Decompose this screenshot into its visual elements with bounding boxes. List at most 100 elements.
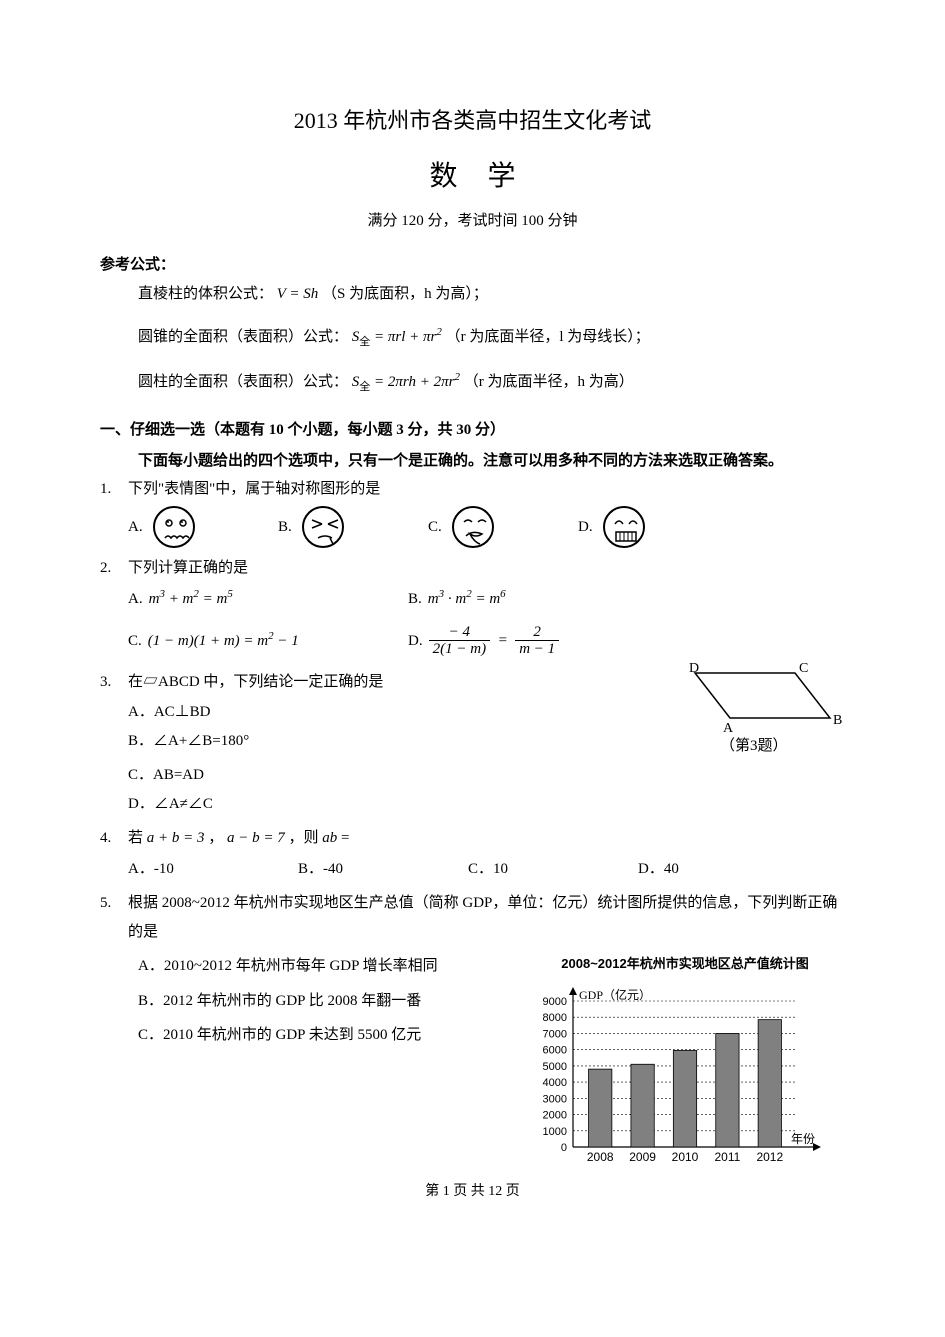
q3-text: 在▱ABCD 中，下列结论一定正确的是 (128, 668, 655, 697)
formula-cone: 圆锥的全面积（表面积）公式： S全 = πrl + πr2 （r 为底面半径，l… (100, 322, 845, 353)
q2-options-row2: C. (1 − m)(1 + m) = m2 − 1 D. − 42(1 − m… (100, 624, 845, 658)
q4-eq1: a + b = 3 (147, 830, 205, 846)
formula-cylinder-math: S全 = 2πrh + 2πr2 (352, 374, 460, 390)
q2-num: 2. (100, 554, 128, 583)
q2-a-math: m3 + m2 = m5 (149, 584, 233, 614)
svg-text:C: C (799, 661, 808, 676)
svg-text:D: D (689, 661, 699, 676)
face-icon-c (452, 506, 494, 548)
formula-cone-post: （r 为底面半径，l 为母线长）； (446, 329, 650, 345)
q2-c-math: (1 − m)(1 + m) = m2 − 1 (148, 626, 299, 656)
q4-opt-a: A．-10 (128, 855, 298, 884)
q2-opt-b: B. m3 · m2 = m6 (408, 584, 688, 614)
q1-opt-c: C. (428, 506, 578, 548)
formula-prism-pre: 直棱柱的体积公式： (138, 286, 273, 302)
question-1: 1. 下列"表情图"中，属于轴对称图形的是 (100, 475, 845, 504)
svg-text:2010: 2010 (672, 1150, 699, 1164)
svg-text:9000: 9000 (543, 996, 567, 1008)
page-exam-info: 满分 120 分，考试时间 100 分钟 (100, 207, 845, 236)
svg-text:7000: 7000 (543, 1028, 567, 1040)
face-icon-b (302, 506, 344, 548)
svg-text:B: B (833, 713, 842, 728)
q4-eq-sign: = (341, 830, 349, 846)
footer-pre: 第 (425, 1184, 443, 1199)
section1-sub: 下面每小题给出的四个选项中，只有一个是正确的。注意可以用多种不同的方法来选取正确… (100, 447, 845, 476)
svg-text:2011: 2011 (714, 1150, 740, 1164)
q2-a-label: A. (128, 585, 143, 614)
question-3: 3. 在▱ABCD 中，下列结论一定正确的是 (100, 668, 655, 697)
svg-text:2008: 2008 (587, 1150, 614, 1164)
footer-mid: 页 共 (453, 1184, 488, 1199)
svg-text:2000: 2000 (543, 1110, 567, 1122)
q3-num: 3. (100, 668, 128, 697)
svg-text:3000: 3000 (543, 1093, 567, 1105)
q2-opt-a: A. m3 + m2 = m5 (128, 584, 408, 614)
q4-pre: 若 (128, 830, 147, 846)
svg-text:5000: 5000 (543, 1061, 567, 1073)
q1-options: A. B. C. (100, 506, 845, 548)
q1-a-label: A. (128, 513, 143, 542)
q2-b-label: B. (408, 585, 422, 614)
question-5: 5. 根据 2008~2012 年杭州市实现地区生产总值（简称 GDP，单位：亿… (100, 889, 845, 946)
q2-d-label: D. (408, 627, 423, 656)
q1-opt-b: B. (278, 506, 428, 548)
q5-num: 5. (100, 889, 128, 918)
q4-post: ，则 (289, 830, 323, 846)
q2-d-math: − 42(1 − m) = 2m − 1 (429, 624, 560, 658)
q1-opt-d: D. (578, 506, 728, 548)
svg-text:2009: 2009 (629, 1150, 656, 1164)
formula-prism-math: V = Sh (277, 286, 319, 302)
q3-fig-caption: （第3题） (720, 736, 788, 753)
q1-opt-a: A. (128, 506, 278, 548)
page-main-title: 2013 年杭州市各类高中招生文化考试 (100, 100, 845, 142)
svg-text:年份: 年份 (791, 1132, 815, 1146)
q2-opt-d: D. − 42(1 − m) = 2m − 1 (408, 624, 688, 658)
svg-text:4000: 4000 (543, 1077, 567, 1089)
footer-cur: 1 (443, 1184, 450, 1199)
page-footer: 第 1 页 共 12 页 (100, 1179, 845, 1206)
footer-total: 12 (488, 1184, 502, 1199)
page-subject: 数学 (100, 150, 845, 203)
question-2: 2. 下列计算正确的是 (100, 554, 845, 583)
q4-opt-c: C．10 (468, 855, 638, 884)
q3-options-row2: C．AB=AD D．∠A≠∠C (100, 761, 655, 818)
q3-options-row1: A．AC⊥BD B．∠A+∠B=180° (100, 698, 655, 755)
q3-opt-a: A．AC⊥BD (128, 698, 408, 727)
footer-post: 页 (506, 1184, 520, 1199)
q4-opt-d: D．40 (638, 855, 808, 884)
q1-b-label: B. (278, 513, 292, 542)
q3-opt-c: C．AB=AD (128, 761, 408, 790)
q2-opt-c: C. (1 − m)(1 + m) = m2 − 1 (128, 626, 408, 656)
svg-text:1000: 1000 (543, 1126, 567, 1138)
svg-text:2012: 2012 (756, 1150, 783, 1164)
q1-text: 下列"表情图"中，属于轴对称图形的是 (128, 475, 845, 504)
q2-b-math: m3 · m2 = m6 (428, 584, 506, 614)
q3-figure: D C A B （第3题） (665, 658, 845, 764)
q3-opt-b: B．∠A+∠B=180° (128, 727, 408, 756)
q1-d-label: D. (578, 513, 593, 542)
formula-prism: 直棱柱的体积公式： V = Sh （S 为底面积，h 为高）； (100, 280, 845, 309)
reference-heading: 参考公式： (100, 251, 845, 280)
q1-num: 1. (100, 475, 128, 504)
gdp-chart-svg: GDP（亿元）年份0100020003000400050006000700080… (525, 979, 845, 1169)
q4-mid1: ， (208, 830, 223, 846)
question-4: 4. 若 a + b = 3 ， a − b = 7 ，则 ab = (100, 824, 845, 853)
q4-text: 若 a + b = 3 ， a − b = 7 ，则 ab = (128, 824, 845, 853)
gdp-chart-title: 2008~2012年杭州市实现地区总产值统计图 (525, 952, 845, 977)
section1-heading: 一、仔细选一选（本题有 10 个小题，每小题 3 分，共 30 分） (100, 416, 845, 445)
svg-text:0: 0 (561, 1142, 567, 1154)
svg-text:8000: 8000 (543, 1012, 567, 1024)
q3-opt-d: D．∠A≠∠C (128, 790, 408, 819)
q4-opt-b: B．-40 (298, 855, 468, 884)
formula-cylinder-post: （r 为底面半径，h 为高） (464, 374, 634, 390)
q4-num: 4. (100, 824, 128, 853)
q1-c-label: C. (428, 513, 442, 542)
formula-cylinder: 圆柱的全面积（表面积）公式： S全 = 2πrh + 2πr2 （r 为底面半径… (100, 367, 845, 398)
formula-prism-post: （S 为底面积，h 为高）； (322, 286, 488, 302)
q4-eq2: a − b = 7 (227, 830, 285, 846)
q4-ab: ab (322, 830, 337, 846)
svg-text:GDP（亿元）: GDP（亿元） (579, 987, 651, 1002)
face-icon-a (153, 506, 195, 548)
formula-cone-math: S全 = πrl + πr2 (352, 329, 442, 345)
q2-text: 下列计算正确的是 (128, 554, 845, 583)
